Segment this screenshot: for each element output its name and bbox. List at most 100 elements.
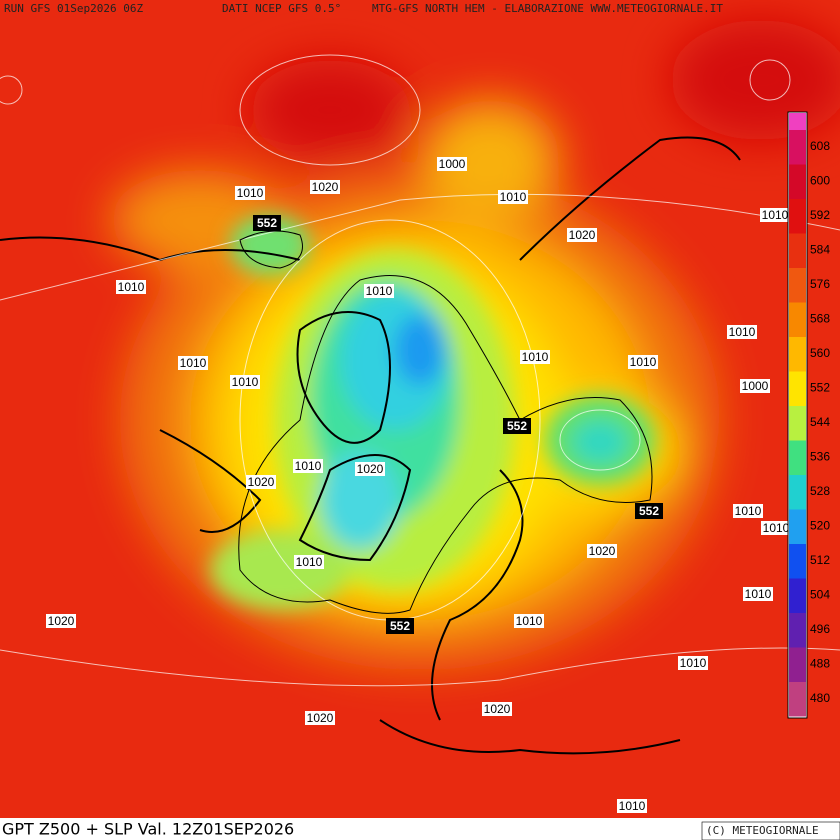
colorbar-swatch <box>789 647 806 682</box>
colorbar-swatch <box>789 475 806 510</box>
z500-label: 552 <box>390 619 410 633</box>
footer-bar <box>0 818 840 840</box>
colorbar-label: 480 <box>810 691 830 705</box>
slp-label: 1010 <box>180 356 207 370</box>
slp-label: 1020 <box>312 180 339 194</box>
colorbar-swatch <box>789 113 806 130</box>
slp-label-bg <box>628 355 658 369</box>
colorbar-swatch <box>789 337 806 372</box>
colorbar-swatch <box>789 371 806 406</box>
slp-label-bg <box>740 379 770 393</box>
colorbar-swatch <box>789 130 806 165</box>
slp-label-bg <box>520 350 550 364</box>
slp-label-bg <box>293 459 323 473</box>
slp-label: 1020 <box>48 614 75 628</box>
slp-label-bg <box>364 284 394 298</box>
colorbar-label: 568 <box>810 312 830 326</box>
copyright: (C) METEOGIORNALE <box>706 824 819 837</box>
colorbar-label: 504 <box>810 588 830 602</box>
slp-label: 1000 <box>742 379 769 393</box>
slp-label: 1010 <box>237 186 264 200</box>
colorbar-label: 576 <box>810 277 830 291</box>
slp-label: 1010 <box>735 504 762 518</box>
slp-label: 1010 <box>745 587 772 601</box>
colorbar-swatch <box>789 509 806 544</box>
colorbar-swatch <box>789 199 806 234</box>
slp-label-bg <box>743 587 773 601</box>
slp-label: 1010 <box>366 284 393 298</box>
slp-label-bg <box>760 208 790 222</box>
source-label: DATI NCEP GFS 0.5° <box>222 2 341 15</box>
slp-label-bg <box>178 356 208 370</box>
slp-label: 1010 <box>516 614 543 628</box>
slp-label-bg <box>733 504 763 518</box>
product-label: MTG-GFS NORTH HEM - ELABORAZIONE WWW.MET… <box>372 2 723 15</box>
slp-label: 1010 <box>762 208 789 222</box>
slp-label: 1020 <box>484 702 511 716</box>
slp-label: 1010 <box>232 375 259 389</box>
slp-label: 1020 <box>248 475 275 489</box>
colorbar-label: 592 <box>810 208 830 222</box>
slp-label-bg <box>678 656 708 670</box>
slp-label-bg <box>305 711 335 725</box>
slp-label-bg <box>437 157 467 171</box>
slp-label-bg <box>498 190 528 204</box>
slp-label-bg <box>116 280 146 294</box>
slp-label: 1020 <box>589 544 616 558</box>
slp-label-bg <box>587 544 617 558</box>
colorbar-label: 544 <box>810 415 830 429</box>
colorbar-swatch <box>789 682 806 717</box>
colorbar-label: 496 <box>810 622 830 636</box>
slp-label: 1010 <box>295 459 322 473</box>
run-label: RUN GFS 01Sep2026 06Z <box>4 2 143 15</box>
slp-label-bg <box>567 228 597 242</box>
slp-label: 1010 <box>118 280 145 294</box>
colorbar-swatch <box>789 164 806 199</box>
colorbar-swatch <box>789 406 806 441</box>
slp-label: 1020 <box>569 228 596 242</box>
isobars <box>0 54 840 687</box>
slp-label: 1010 <box>296 555 323 569</box>
slp-label: 1010 <box>500 190 527 204</box>
slp-label-bg <box>761 521 791 535</box>
slp-label: 1020 <box>307 711 334 725</box>
colorbar-swatch <box>789 578 806 613</box>
colorbar-label: 552 <box>810 381 830 395</box>
colorbar-label: 528 <box>810 484 830 498</box>
colorbar-swatch <box>789 613 806 648</box>
slp-label-bg <box>230 375 260 389</box>
colorbar-swatch <box>789 440 806 475</box>
colorbar-swatch <box>789 268 806 303</box>
slp-label: 1010 <box>680 656 707 670</box>
slp-label-bg <box>294 555 324 569</box>
slp-label-bg <box>727 325 757 339</box>
slp-label: 1010 <box>522 350 549 364</box>
colorbar: 608 600 592 584 576 568 560 552 544 536 528 520 512 5… <box>789 113 830 717</box>
slp-label: 1000 <box>439 157 466 171</box>
z500-label: 552 <box>257 216 277 230</box>
z500-contours <box>238 230 653 614</box>
slp-label-bg <box>482 702 512 716</box>
colorbar-swatch <box>789 233 806 268</box>
slp-label-bg <box>246 475 276 489</box>
z500-label: 552 <box>507 419 527 433</box>
z500-label-bg <box>635 503 663 519</box>
colorbar-label: 560 <box>810 346 830 360</box>
colorbar-label: 536 <box>810 450 830 464</box>
slp-label: 1010 <box>763 521 790 535</box>
colorbar-label: 520 <box>810 519 830 533</box>
colorbar-swatch <box>789 302 806 337</box>
slp-label-bg <box>310 180 340 194</box>
slp-label-bg <box>235 186 265 200</box>
copyright-box <box>701 821 840 840</box>
z500-label: 552 <box>639 504 659 518</box>
colorbar-swatch <box>789 544 806 579</box>
colorbar-label: 512 <box>810 553 830 567</box>
slp-label: 1010 <box>630 355 657 369</box>
z500-label-bg <box>386 618 414 634</box>
slp-label-bg <box>46 614 76 628</box>
slp-label-bg <box>617 799 647 813</box>
slp-label: 1020 <box>357 462 384 476</box>
colorbar-label: 488 <box>810 657 830 671</box>
